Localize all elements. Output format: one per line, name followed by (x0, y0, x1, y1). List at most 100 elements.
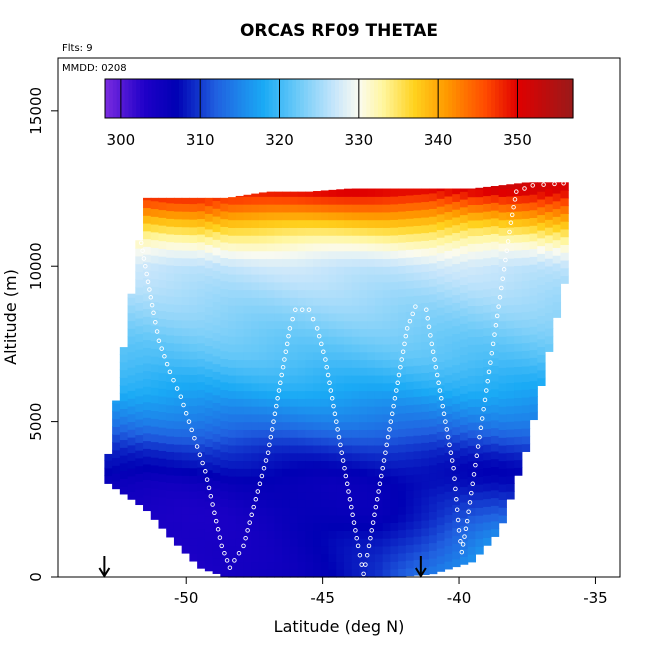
field-cell (452, 449, 461, 459)
field-cell (413, 404, 422, 413)
field-cell (537, 230, 546, 239)
field-cell (173, 374, 183, 383)
field-cell (282, 191, 291, 197)
field-cell (483, 218, 492, 228)
field-cell (228, 460, 237, 469)
field-cell (127, 359, 136, 368)
field-cell (351, 312, 361, 322)
field-cell (228, 219, 237, 228)
field-cell (521, 396, 531, 406)
field-cell (398, 444, 407, 453)
field-cell (127, 374, 136, 384)
colorbar-tick-label: 310 (186, 131, 215, 149)
field-cell (405, 451, 415, 460)
field-cell (212, 231, 221, 240)
field-cell (282, 320, 291, 329)
field-cell (498, 382, 507, 392)
field-cell (266, 305, 276, 314)
field-cell (467, 235, 477, 244)
field-cell (212, 200, 221, 209)
x-tick-label: -35 (583, 589, 608, 607)
colorbar-swatch (307, 79, 313, 118)
field-cell (251, 398, 260, 407)
field-cell (374, 553, 384, 563)
field-cell (220, 296, 229, 305)
field-cell (282, 328, 291, 337)
field-cell (336, 211, 345, 221)
field-cell (390, 530, 399, 539)
field-cell (421, 387, 430, 397)
field-cell (320, 545, 330, 555)
field-cell (467, 522, 477, 532)
field-cell (220, 389, 229, 398)
field-cell (228, 328, 237, 337)
track-point (530, 183, 535, 188)
field-cell (529, 271, 538, 281)
field-cell (289, 476, 299, 485)
x-tick-label: -40 (447, 589, 472, 607)
field-cell (452, 488, 461, 498)
field-cell (452, 255, 461, 265)
field-cell (328, 530, 337, 539)
field-cell (490, 287, 500, 297)
field-cell (274, 367, 283, 376)
field-cell (374, 227, 384, 236)
field-cell (413, 256, 422, 265)
field-cell (483, 459, 492, 469)
field-cell (204, 430, 214, 440)
track-point (512, 197, 518, 202)
field-cell (514, 405, 523, 414)
field-cell (506, 405, 515, 415)
field-cell (251, 545, 260, 555)
field-cell (143, 417, 152, 426)
track-point (447, 442, 452, 448)
track-point (314, 326, 320, 331)
field-cell (506, 289, 515, 298)
field-cell (382, 398, 391, 407)
field-cell (521, 233, 531, 243)
field-cell (181, 428, 191, 438)
field-cell (228, 297, 237, 306)
track-point (370, 520, 376, 525)
field-cell (498, 328, 507, 337)
colorbar-swatch (436, 79, 441, 118)
field-cell (143, 393, 152, 403)
field-cell (282, 204, 291, 213)
field-cell (212, 293, 221, 303)
field-cell (344, 460, 353, 469)
field-cell (344, 545, 353, 555)
field-cell (305, 545, 314, 555)
field-cell (475, 328, 484, 338)
field-cell (521, 404, 531, 414)
field-cell (235, 514, 245, 524)
track-point (342, 465, 347, 471)
field-cell (266, 530, 276, 539)
colorbar-swatch (300, 79, 305, 118)
field-cell (251, 312, 260, 322)
field-cell (297, 336, 306, 345)
track-point (503, 257, 508, 263)
field-cell (367, 468, 376, 477)
field-cell (359, 444, 368, 454)
colorbar-swatch (206, 79, 211, 118)
field-cell (328, 452, 337, 462)
track-point (194, 444, 200, 449)
field-cell (305, 320, 314, 329)
field-cell (344, 211, 353, 221)
field-cell (475, 235, 484, 244)
field-cell (297, 452, 306, 462)
field-cell (328, 561, 337, 570)
track-point (475, 444, 481, 449)
field-cell (181, 413, 191, 422)
field-cell (382, 235, 391, 244)
field-cell (305, 367, 314, 376)
field-cell (390, 351, 399, 360)
field-cell (382, 421, 391, 430)
field-cell (313, 452, 322, 462)
field-cell (483, 226, 492, 235)
field-cell (266, 569, 276, 578)
colorbar-swatch (253, 79, 258, 118)
field-cell (413, 349, 422, 359)
field-cell (344, 242, 353, 252)
field-cell (320, 421, 330, 430)
